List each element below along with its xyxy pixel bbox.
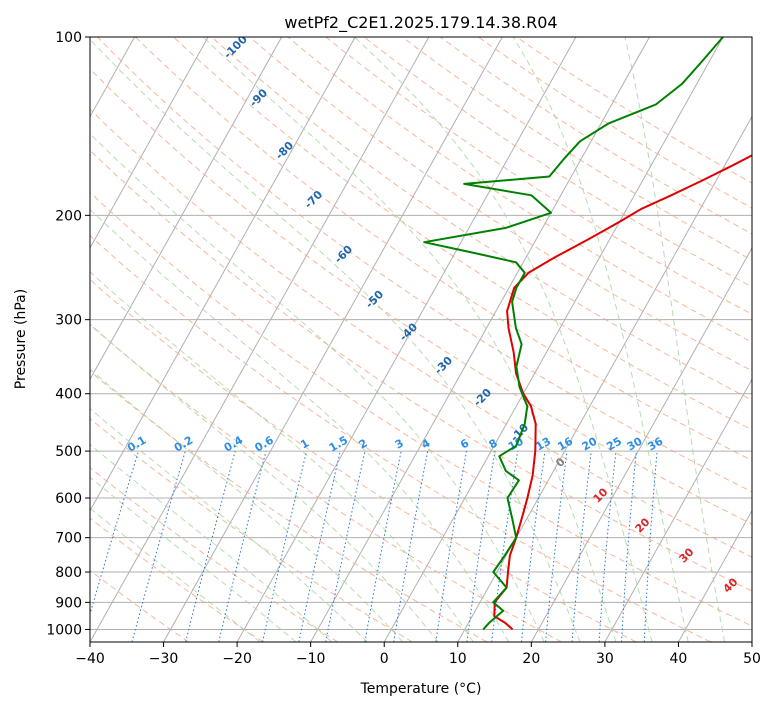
isotherm-line [90,37,430,642]
dry-adiabat-line [90,149,752,592]
background-lines [90,37,752,642]
axes: −40 −30 −20 −10 0 10 20 30 40 50 100 200 300 400 500 60… [46,30,761,667]
dry-adiabat-line [325,37,752,315]
isotherm-line [90,37,356,512]
dry-adiabat-line [173,37,752,431]
y-axis-title: Pressure (hPa) [13,289,29,389]
y-tick-label: 900 [55,595,82,611]
isotherm-line [90,37,283,381]
x-tick-label: 50 [743,651,761,667]
y-tick-label: 500 [55,444,82,460]
dry-adiabat-line [135,37,752,462]
isotherm-line [163,37,503,642]
y-tick-label: 400 [55,387,82,403]
dry-adiabat-line [90,517,264,642]
dry-adiabat-line [90,234,712,642]
mixing-ratio-line [571,451,592,642]
isotherm-line [310,37,650,642]
y-tick-label: 600 [55,491,82,507]
mixing-ratio-line [90,450,139,616]
dry-adiabat-line [90,466,339,642]
mixing-ratio-line [491,451,519,642]
moist-adiabat-line [90,271,474,642]
dry-adiabat-line [90,569,189,642]
y-tick-label: 800 [55,565,82,581]
x-tick-label: −10 [296,651,326,667]
x-axis-title: Temperature (°C) [360,681,482,697]
mixing-ratio-line [262,450,307,642]
mixing-ratio-line [131,450,186,642]
moist-adiabat-line [90,443,333,642]
dry-adiabat-line [90,417,413,642]
moist-adiabat-line [202,37,617,642]
x-tick-label: −30 [149,651,179,667]
isotherm-line [90,37,209,249]
y-tick-label: 300 [55,313,82,329]
isotherm-line [678,509,752,642]
dry-adiabat-line [287,37,752,343]
temperature-profile [493,154,752,631]
x-tick-label: 30 [596,651,614,667]
plot-frame [89,36,753,643]
dry-adiabat-line [90,108,752,558]
moist-adiabat-line [90,38,581,642]
isotherm-line [383,37,724,642]
sounding-series [423,37,752,631]
mixing-ratio-line [435,451,467,642]
isotherm-line [236,37,577,642]
moist-adiabat-line [354,37,653,642]
mixing-ratio-line [521,451,546,642]
y-tick-label: 200 [55,208,82,224]
moist-adiabat-line [512,37,689,642]
x-tick-label: 40 [670,651,688,667]
mixing-ratio-line [466,451,496,642]
isotherm-line [604,378,752,642]
moist-adiabat-line [90,323,439,642]
x-tick-label: 10 [449,651,467,667]
dry-adiabat-line [90,191,752,627]
mixing-ratio-line [218,450,267,642]
y-tick-label: 700 [55,531,82,547]
x-tick-label: −40 [75,651,105,667]
x-tick-label: −20 [222,651,252,667]
isotherm-line [530,246,752,642]
y-tick-label: 100 [55,30,82,46]
dry-adiabat-line [97,37,752,493]
dewpoint-profile [423,37,724,631]
mixing-ratio-line [298,450,341,642]
moist-adiabat-line [624,37,726,642]
y-tick-label: 1000 [46,622,82,638]
dry-adiabat-line [90,370,488,642]
chart-title: wetPf2_C2E1.2025.179.14.38.R04 [284,13,557,33]
dry-adiabat-line [249,37,752,372]
x-tick-label: 20 [522,651,540,667]
dry-adiabat-line [90,278,637,642]
mixing-ratio-line [598,451,617,642]
mixing-ratio-line [185,450,236,642]
moist-adiabat-line [90,408,368,642]
mixing-ratio-line [545,451,568,642]
dry-adiabat-line [90,68,752,525]
x-tick-label: 0 [380,651,389,667]
dry-adiabat-line [90,324,562,642]
